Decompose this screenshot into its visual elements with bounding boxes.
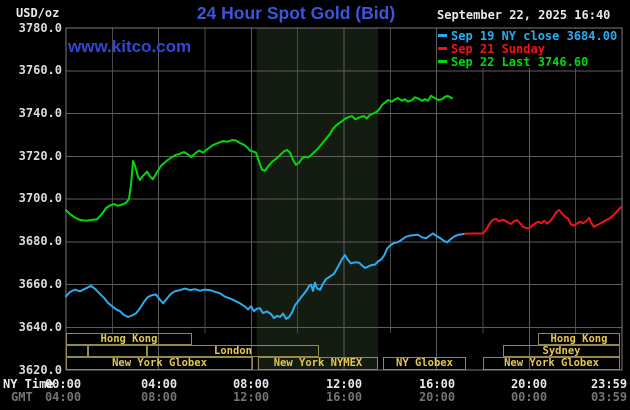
session-box-unlabeled-1 xyxy=(66,345,88,357)
legend-label: Sep 21 Sunday xyxy=(451,41,545,56)
legend-dash-icon xyxy=(438,47,447,50)
y-tick-label: 3780.0 xyxy=(18,21,62,35)
datetime-label: September 22, 2025 16:40 xyxy=(437,8,611,22)
x-tick-gmt: 16:00 xyxy=(325,390,363,404)
chart-legend: Sep 19 NY close 3684.00 Sep 21 Sunday Se… xyxy=(437,28,621,69)
x-tick-ny: 16:00 xyxy=(418,377,456,391)
x-tick-ny: 20:00 xyxy=(510,377,548,391)
session-sydney: Sydney xyxy=(503,345,620,357)
legend-item-sep21: Sep 21 Sunday xyxy=(437,41,621,56)
y-tick-label: 3640.0 xyxy=(18,320,62,334)
gmt-axis-label: GMT xyxy=(11,390,33,404)
x-tick-gmt: 20:00 xyxy=(418,390,456,404)
session-ny-globex-right: New York Globex xyxy=(483,357,620,370)
session-box-unlabeled-2 xyxy=(88,345,147,357)
legend-label: Sep 22 Last 3746.60 xyxy=(451,54,589,69)
page-title: 24 Hour Spot Gold (Bid) xyxy=(196,3,396,23)
x-tick-ny: 23:59 xyxy=(590,377,628,391)
session-hong-kong-right: Hong Kong xyxy=(538,333,620,345)
session-nymex: New York NYMEX xyxy=(258,357,378,370)
y-tick-label: 3620.0 xyxy=(18,363,62,377)
legend-item-sep19: Sep 19 NY close 3684.00 xyxy=(437,28,621,43)
ny-time-axis-label: NY Time xyxy=(3,377,54,391)
legend-item-sep22: Sep 22 Last 3746.60 xyxy=(437,54,621,69)
y-tick-label: 3720.0 xyxy=(18,149,62,163)
session-ny-globex-mid: NY Globex xyxy=(383,357,466,370)
x-tick-gmt: 03:59 xyxy=(590,390,628,404)
y-tick-label: 3700.0 xyxy=(18,191,62,205)
x-tick-gmt: 00:00 xyxy=(510,390,548,404)
y-tick-label: 3660.0 xyxy=(18,277,62,291)
legend-dash-icon xyxy=(438,60,447,63)
y-tick-label: 3680.0 xyxy=(18,234,62,248)
x-tick-ny: 04:00 xyxy=(140,377,178,391)
kitco-watermark-link[interactable]: www.kitco.com xyxy=(68,37,192,56)
x-tick-ny: 08:00 xyxy=(232,377,270,391)
x-tick-ny: 00:00 xyxy=(44,377,82,391)
legend-label: Sep 19 NY close 3684.00 xyxy=(451,28,618,43)
x-tick-gmt: 12:00 xyxy=(232,390,270,404)
y-tick-label: 3740.0 xyxy=(18,106,62,120)
units-label: USD/oz xyxy=(16,6,60,20)
session-london: London xyxy=(147,345,319,357)
x-tick-gmt: 04:00 xyxy=(44,390,82,404)
session-hong-kong-left: Hong Kong xyxy=(66,333,192,345)
legend-dash-icon xyxy=(438,34,447,37)
x-tick-ny: 12:00 xyxy=(325,377,363,391)
y-tick-label: 3760.0 xyxy=(18,63,62,77)
x-tick-gmt: 08:00 xyxy=(140,390,178,404)
session-ny-globex-left: New York Globex xyxy=(66,357,253,370)
